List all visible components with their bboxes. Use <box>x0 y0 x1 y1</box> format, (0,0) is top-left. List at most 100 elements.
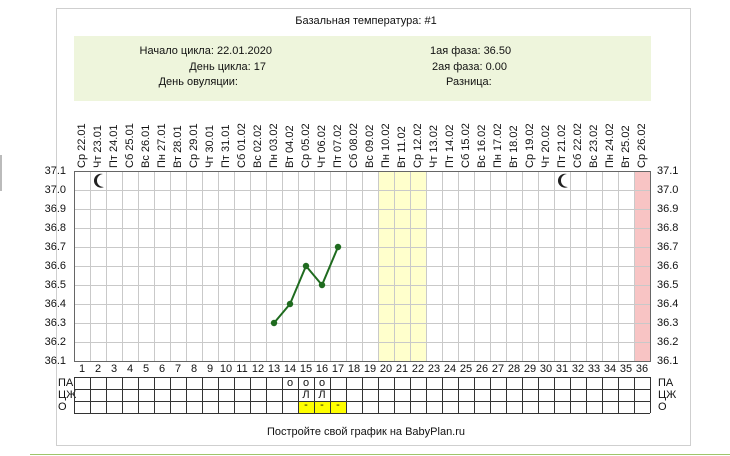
day-number: 10 <box>220 363 232 375</box>
date-label: Чт 20.02 <box>540 125 552 168</box>
day-number: 14 <box>284 363 296 375</box>
day-number: 12 <box>252 363 264 375</box>
info-text: День овуляции: <box>159 76 238 88</box>
date-label: Пт 07.02 <box>332 124 344 168</box>
day-number: 25 <box>460 363 472 375</box>
y-tick-label: 37.0 <box>657 184 678 196</box>
day-number: 16 <box>316 363 328 375</box>
info-panel <box>74 36 651 101</box>
date-label: Ср 12.02 <box>412 123 424 168</box>
date-label: Вс 26.01 <box>140 125 152 168</box>
y-tick-label: 37.1 <box>45 165 66 177</box>
date-label: Сб 25.01 <box>124 123 136 168</box>
info-text: 2ая фаза: 0.00 <box>432 61 507 73</box>
temperature-point <box>302 262 310 270</box>
chart-title: Базальная температура: #1 <box>295 15 437 27</box>
day-number: 6 <box>159 363 165 375</box>
day-number: 13 <box>268 363 280 375</box>
date-label: Чт 23.01 <box>92 125 104 168</box>
date-label: Вт 25.02 <box>620 125 632 168</box>
date-label: Сб 15.02 <box>460 123 472 168</box>
day-number: 30 <box>540 363 552 375</box>
row-entry: - <box>304 399 308 411</box>
date-label: Пн 17.02 <box>492 123 504 168</box>
temperature-point <box>334 243 342 251</box>
day-number: 15 <box>300 363 312 375</box>
day-number: 35 <box>620 363 632 375</box>
row-entry: - <box>320 399 324 411</box>
y-tick-label: 36.1 <box>45 355 66 367</box>
date-label: Сб 08.02 <box>348 123 360 168</box>
day-number: 11 <box>236 363 247 375</box>
day-number: 9 <box>207 363 213 375</box>
moon-icon <box>93 173 104 188</box>
temperature-point <box>270 319 278 327</box>
date-label: Сб 22.02 <box>572 123 584 168</box>
date-label: Чт 13.02 <box>428 125 440 168</box>
day-number: 17 <box>332 363 344 375</box>
day-number: 5 <box>143 363 149 375</box>
date-label: Вт 28.01 <box>172 125 184 168</box>
date-label: Чт 06.02 <box>316 125 328 168</box>
y-tick-label: 36.6 <box>657 260 678 272</box>
day-number: 18 <box>348 363 360 375</box>
date-label: Пн 03.02 <box>268 123 280 168</box>
date-label: Вт 04.02 <box>284 125 296 168</box>
date-label: Вт 18.02 <box>508 125 520 168</box>
info-text: Начало цикла: 22.01.2020 <box>140 45 272 57</box>
day-number: 23 <box>428 363 440 375</box>
footer: Постройте свой график на BabyPlan.ru <box>267 426 465 438</box>
temperature-point <box>318 281 326 289</box>
y-tick-label: 36.8 <box>657 222 678 234</box>
y-tick-label: 36.3 <box>45 317 66 329</box>
row-entry: - <box>336 399 340 411</box>
row-entry: o <box>319 377 325 389</box>
y-tick-label: 36.7 <box>45 241 66 253</box>
date-label: Ср 19.02 <box>524 123 536 168</box>
date-label: Пн 27.01 <box>156 123 168 168</box>
y-tick-label: 36.1 <box>657 355 678 367</box>
date-label: Пт 24.01 <box>108 124 120 168</box>
row-fill <box>330 401 346 413</box>
day-number: 33 <box>588 363 600 375</box>
row-entry: Л <box>302 389 309 401</box>
date-label: Пн 10.02 <box>380 123 392 168</box>
row-label: ПА <box>658 377 674 389</box>
date-label: Ср 05.02 <box>300 123 312 168</box>
row-entry: Л <box>318 389 325 401</box>
y-tick-label: 36.4 <box>657 298 678 310</box>
date-label: Пн 24.02 <box>604 123 616 168</box>
row-fill <box>298 401 314 413</box>
day-number: 36 <box>636 363 648 375</box>
date-label: Ср 26.02 <box>636 123 648 168</box>
row-label: О <box>658 401 667 413</box>
y-tick-label: 37.1 <box>657 165 678 177</box>
row-label: ПА <box>58 377 74 389</box>
day-number: 32 <box>572 363 584 375</box>
y-tick-label: 36.9 <box>657 203 678 215</box>
y-tick-label: 36.8 <box>45 222 66 234</box>
y-tick-label: 37.0 <box>45 184 66 196</box>
date-label: Вс 16.02 <box>476 125 488 168</box>
day-number: 2 <box>95 363 101 375</box>
frame <box>56 8 691 446</box>
edge-mark <box>0 155 2 191</box>
date-label: Пт 14.02 <box>444 124 456 168</box>
day-number: 4 <box>127 363 133 375</box>
day-number: 28 <box>508 363 520 375</box>
row-label: ЦЖ <box>658 389 676 401</box>
row-label: ЦЖ <box>58 389 76 401</box>
y-tick-label: 36.2 <box>657 336 678 348</box>
date-label: Вс 23.02 <box>588 125 600 168</box>
temperature-point <box>286 300 294 308</box>
day-number: 31 <box>556 363 568 375</box>
day-number: 7 <box>175 363 181 375</box>
row-label: О <box>58 401 67 413</box>
row-fill <box>314 401 330 413</box>
moon-icon <box>557 173 568 188</box>
day-number: 26 <box>476 363 488 375</box>
row-entry: o <box>287 377 293 389</box>
y-tick-label: 36.4 <box>45 298 66 310</box>
day-number: 1 <box>79 363 85 375</box>
date-label: Пт 31.01 <box>220 124 232 168</box>
